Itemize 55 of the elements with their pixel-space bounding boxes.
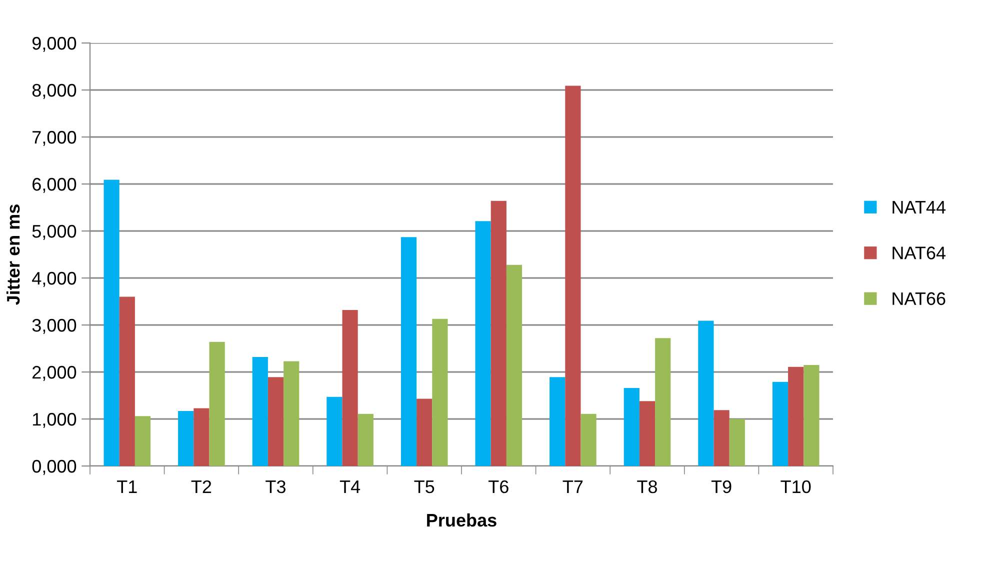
bar [624, 388, 640, 466]
x-tick-label: T4 [340, 480, 360, 493]
bar [342, 310, 358, 466]
bar [326, 396, 342, 466]
bar [134, 416, 151, 466]
bar [655, 338, 671, 466]
legend-label: NAT44 [892, 201, 946, 214]
y-tick-label: 6,000 [32, 178, 76, 193]
x-tick-label: T1 [117, 480, 137, 493]
x-tick-label: T8 [637, 480, 657, 494]
x-tick-label: T6 [488, 480, 508, 494]
y-tick-label: 2,000 [32, 366, 76, 381]
bar [252, 356, 268, 466]
bar [209, 342, 225, 466]
bar [490, 200, 506, 466]
bar [580, 414, 596, 466]
bar [104, 180, 120, 466]
bar [788, 366, 804, 466]
bar [475, 221, 491, 466]
y-tick-label: 7,000 [32, 130, 76, 146]
bar [358, 414, 374, 466]
bar [178, 411, 194, 466]
bar [194, 408, 210, 466]
legend-label: NAT64 [892, 246, 946, 260]
x-tick-label: T7 [562, 480, 583, 493]
x-tick-label: T3 [266, 480, 286, 494]
x-tick-label: T2 [191, 480, 212, 493]
y-tick-label: 8,000 [32, 84, 76, 99]
y-tick-label: 4,000 [32, 272, 76, 287]
bar [714, 410, 730, 466]
y-tick-label: 9,000 [32, 36, 76, 52]
bar [416, 398, 432, 466]
bar [729, 419, 745, 466]
x-tick-label: T9 [711, 480, 732, 494]
y-tick-label: 0,000 [32, 460, 76, 475]
legend-label: NAT66 [892, 292, 946, 306]
bar [400, 237, 417, 466]
bar [284, 361, 300, 466]
bar [432, 318, 448, 466]
y-tick-label: 1,000 [33, 412, 76, 428]
bar [550, 377, 566, 466]
bar [506, 264, 522, 466]
y-tick-label: 5,000 [32, 224, 76, 240]
bar [119, 296, 135, 466]
x-tick-label: T10 [780, 480, 811, 494]
bar [772, 382, 788, 466]
bar [268, 377, 284, 466]
y-tick-label: 3,000 [32, 318, 76, 334]
bar [804, 364, 820, 466]
x-tick-label: T5 [414, 480, 434, 494]
bar [639, 401, 656, 466]
y-axis-title: Jitter en ms [6, 204, 20, 305]
bar [565, 86, 581, 466]
bar [698, 320, 714, 466]
x-axis-title: Pruebas [427, 513, 496, 527]
